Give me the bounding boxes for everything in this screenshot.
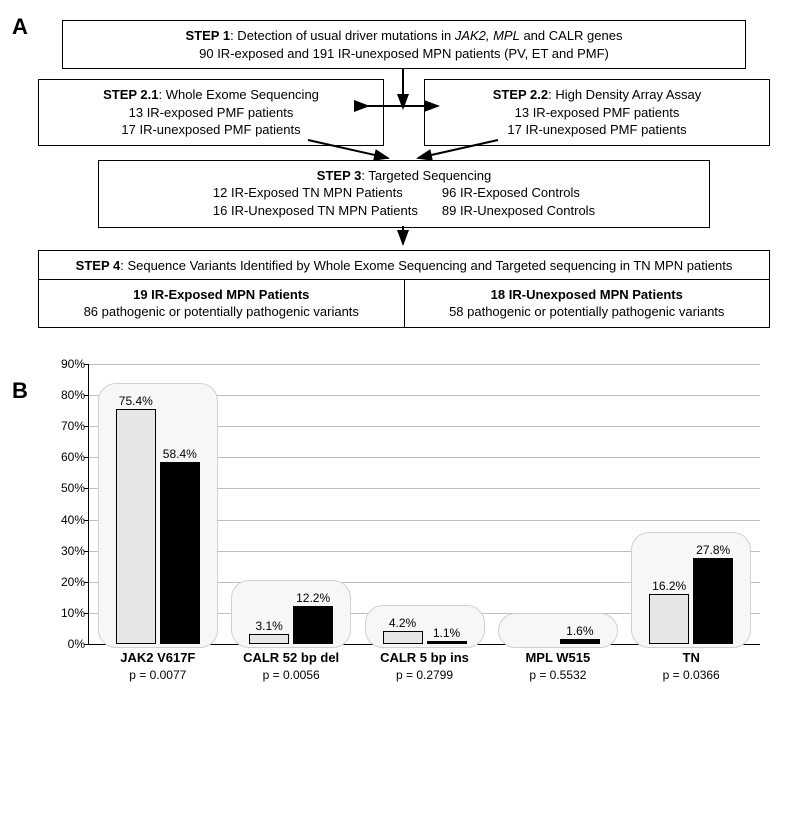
- y-tick-label: 60%: [47, 450, 85, 464]
- step22-l3: 17 IR-unexposed PMF patients: [433, 121, 761, 139]
- step22-title: STEP 2.2: High Density Array Assay: [433, 86, 761, 104]
- step22-l2: 13 IR-exposed PMF patients: [433, 104, 761, 122]
- step4-right-bot: 58 pathogenic or potentially pathogenic …: [413, 303, 762, 321]
- y-tick-label: 40%: [47, 513, 85, 527]
- y-tick-mark: [84, 488, 89, 489]
- step1-title-rest: : Detection of usual driver mutations in: [230, 28, 455, 43]
- bar-light: 16.2%: [649, 594, 689, 644]
- bar-dark: 58.4%: [160, 462, 200, 644]
- step1-title-bold: STEP 1: [186, 28, 231, 43]
- y-tick-label: 20%: [47, 575, 85, 589]
- bar-light-label: 3.1%: [239, 619, 299, 633]
- y-tick-label: 50%: [47, 481, 85, 495]
- step4-right: 18 IR-Unexposed MPN Patients 58 pathogen…: [405, 280, 770, 327]
- step21-title-rest: : Whole Exome Sequencing: [158, 87, 318, 102]
- bar-chart: 0%10%20%30%40%50%60%70%80%90%75.4%58.4%J…: [38, 354, 770, 714]
- flowchart: STEP 1: Detection of usual driver mutati…: [38, 20, 770, 328]
- bar-dark-label: 1.6%: [550, 624, 610, 638]
- plot-area: 0%10%20%30%40%50%60%70%80%90%75.4%58.4%J…: [88, 364, 760, 645]
- step21-box: STEP 2.1: Whole Exome Sequencing 13 IR-e…: [38, 79, 384, 146]
- y-tick-mark: [84, 551, 89, 552]
- step21-title: STEP 2.1: Whole Exome Sequencing: [47, 86, 375, 104]
- arrow-gap-1: [38, 69, 770, 79]
- step2-row: STEP 2.1: Whole Exome Sequencing 13 IR-e…: [38, 79, 770, 146]
- step1-box: STEP 1: Detection of usual driver mutati…: [62, 20, 746, 69]
- bar-dark: 27.8%: [693, 558, 733, 644]
- step3-grid: 12 IR-Exposed TN MPN Patients 16 IR-Unex…: [107, 184, 701, 219]
- step22-title-rest: : High Density Array Assay: [548, 87, 701, 102]
- bar-light-label: 75.4%: [106, 394, 166, 408]
- step4-title-rest: : Sequence Variants Identified by Whole …: [120, 258, 732, 273]
- step21-title-bold: STEP 2.1: [103, 87, 158, 102]
- step4-sub: 19 IR-Exposed MPN Patients 86 pathogenic…: [39, 279, 769, 327]
- y-tick-mark: [84, 364, 89, 365]
- y-tick-mark: [84, 644, 89, 645]
- y-tick-label: 70%: [47, 419, 85, 433]
- y-tick-label: 30%: [47, 544, 85, 558]
- panel-a-label: A: [12, 14, 28, 40]
- bar-dark-label: 12.2%: [283, 591, 343, 605]
- step4-right-top: 18 IR-Unexposed MPN Patients: [413, 286, 762, 304]
- y-tick-label: 90%: [47, 357, 85, 371]
- p-value-label: p = 0.5532: [502, 644, 614, 682]
- y-tick-mark: [84, 613, 89, 614]
- arrow-gap-3: [38, 228, 770, 250]
- bar-dark-label: 27.8%: [683, 543, 743, 557]
- step4-left: 19 IR-Exposed MPN Patients 86 pathogenic…: [39, 280, 405, 327]
- y-tick-mark: [84, 426, 89, 427]
- step3-col2: 96 IR-Exposed Controls 89 IR-Unexposed C…: [442, 184, 595, 219]
- p-value-label: p = 0.2799: [369, 644, 481, 682]
- step3-title-rest: : Targeted Sequencing: [361, 168, 491, 183]
- panel-b: B 0%10%20%30%40%50%60%70%80%90%75.4%58.4…: [30, 354, 770, 714]
- step3-r2c2: 89 IR-Unexposed Controls: [442, 202, 595, 220]
- step1-title: STEP 1: Detection of usual driver mutati…: [71, 27, 737, 45]
- bar-light-label: 16.2%: [639, 579, 699, 593]
- bar-dark-label: 58.4%: [150, 447, 210, 461]
- step4-left-bot: 86 pathogenic or potentially pathogenic …: [47, 303, 396, 321]
- step3-r2c1: 16 IR-Unexposed TN MPN Patients: [213, 202, 418, 220]
- gridline: [89, 364, 760, 365]
- y-tick-label: 0%: [47, 637, 85, 651]
- p-value-label: p = 0.0366: [635, 644, 747, 682]
- bar-dark-label: 1.1%: [417, 626, 477, 640]
- step3-box: STEP 3: Targeted Sequencing 12 IR-Expose…: [98, 160, 710, 229]
- y-tick-mark: [84, 520, 89, 521]
- step4-title-bold: STEP 4: [76, 258, 121, 273]
- step22-title-bold: STEP 2.2: [493, 87, 548, 102]
- y-tick-mark: [84, 395, 89, 396]
- arrow-gap-2: [38, 146, 770, 160]
- step4-box: STEP 4: Sequence Variants Identified by …: [38, 250, 770, 328]
- bar-dark: 12.2%: [293, 606, 333, 644]
- bar-light: 3.1%: [249, 634, 289, 644]
- y-tick-label: 10%: [47, 606, 85, 620]
- panel-a: A STEP 1: Detection of usual driver muta…: [30, 20, 770, 328]
- p-value-label: p = 0.0077: [102, 644, 214, 682]
- step4-title: STEP 4: Sequence Variants Identified by …: [47, 257, 761, 275]
- panel-b-label: B: [12, 378, 28, 404]
- step3-title: STEP 3: Targeted Sequencing: [107, 167, 701, 185]
- step1-line2: 90 IR-exposed and 191 IR-unexposed MPN p…: [71, 45, 737, 63]
- bar-light: 75.4%: [116, 409, 156, 644]
- step3-r1c2: 96 IR-Exposed Controls: [442, 184, 595, 202]
- step3-r1c1: 12 IR-Exposed TN MPN Patients: [213, 184, 418, 202]
- p-value-label: p = 0.0056: [235, 644, 347, 682]
- y-tick-mark: [84, 582, 89, 583]
- step4-left-top: 19 IR-Exposed MPN Patients: [47, 286, 396, 304]
- y-tick-mark: [84, 457, 89, 458]
- step3-col1: 12 IR-Exposed TN MPN Patients 16 IR-Unex…: [213, 184, 418, 219]
- step1-title-rest2: and CALR genes: [520, 28, 623, 43]
- step3-title-bold: STEP 3: [317, 168, 362, 183]
- step21-l2: 13 IR-exposed PMF patients: [47, 104, 375, 122]
- y-tick-label: 80%: [47, 388, 85, 402]
- step22-box: STEP 2.2: High Density Array Assay 13 IR…: [424, 79, 770, 146]
- step1-title-italic: JAK2, MPL: [455, 28, 520, 43]
- step21-l3: 17 IR-unexposed PMF patients: [47, 121, 375, 139]
